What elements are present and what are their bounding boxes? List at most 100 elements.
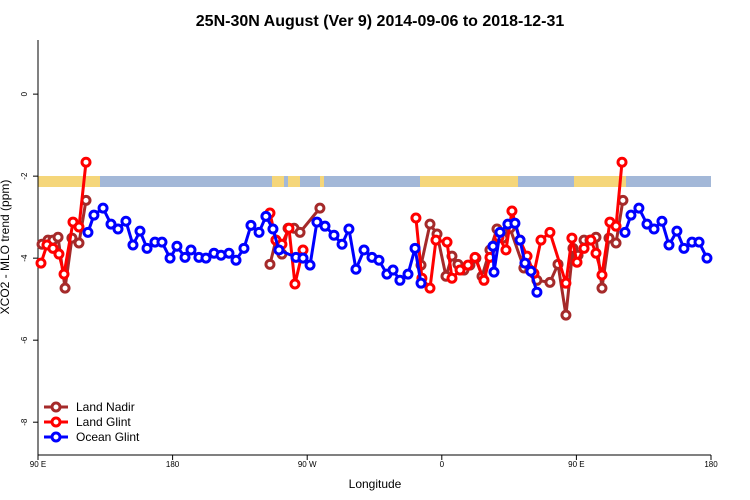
point (350, 263, 362, 275)
point (494, 226, 506, 238)
point (544, 276, 556, 288)
legend-marker (50, 431, 62, 443)
point (260, 210, 272, 222)
point (596, 269, 608, 281)
point (619, 226, 631, 238)
point (531, 286, 543, 298)
point (596, 282, 608, 294)
point (648, 223, 660, 235)
point (245, 219, 257, 231)
point (633, 202, 645, 214)
x-tick-label: 90 E (568, 460, 584, 469)
legend-label: Land Glint (76, 415, 131, 429)
point (336, 238, 348, 250)
point (693, 236, 705, 248)
point (58, 268, 70, 280)
x-tick-label: 90 W (298, 460, 317, 469)
point (678, 242, 690, 254)
point (469, 251, 481, 263)
point (616, 156, 628, 168)
point (544, 226, 556, 238)
y-axis-label: XCO2 - MLO trend (ppm) (0, 180, 12, 315)
point (304, 259, 316, 271)
point (120, 215, 132, 227)
point (179, 251, 191, 263)
point (52, 231, 64, 243)
point (253, 226, 265, 238)
point (314, 202, 326, 214)
point (127, 239, 139, 251)
y-tick-label: -2 (20, 172, 29, 180)
point (656, 215, 668, 227)
point (560, 309, 572, 321)
point (610, 220, 622, 232)
point (571, 256, 583, 268)
point (88, 209, 100, 221)
point (519, 257, 531, 269)
point (446, 272, 458, 284)
point (488, 266, 500, 278)
point (283, 222, 295, 234)
point (185, 244, 197, 256)
point (441, 236, 453, 248)
land-strip (272, 176, 284, 187)
point (343, 223, 355, 235)
point (525, 265, 537, 277)
x-tick-label: 0 (440, 460, 445, 469)
point (509, 217, 521, 229)
point (294, 226, 306, 238)
point (156, 236, 168, 248)
point (223, 247, 235, 259)
y-tick-label: 0 (20, 91, 29, 96)
point (289, 278, 301, 290)
point (514, 234, 526, 246)
legend-label: Ocean Glint (76, 430, 140, 444)
ocean-strip (38, 176, 711, 187)
point (578, 242, 590, 254)
point (311, 216, 323, 228)
point (328, 229, 340, 241)
point (73, 221, 85, 233)
point (273, 244, 285, 256)
land-strip (420, 176, 518, 187)
point (394, 274, 406, 286)
point (358, 244, 370, 256)
land-ocean-strip (38, 176, 711, 187)
point (402, 268, 414, 280)
point (462, 259, 474, 271)
point (238, 242, 250, 254)
point (97, 202, 109, 214)
point (105, 218, 117, 230)
point (112, 223, 124, 235)
point (560, 277, 572, 289)
point (73, 237, 85, 249)
point (171, 240, 183, 252)
point (478, 274, 490, 286)
point (264, 258, 276, 270)
point (506, 205, 518, 217)
point (59, 282, 71, 294)
series (82, 202, 713, 298)
point (297, 252, 309, 264)
point (230, 254, 242, 266)
point (671, 225, 683, 237)
point (535, 234, 547, 246)
y-tick-label: -8 (20, 418, 29, 426)
point (566, 232, 578, 244)
point (410, 212, 422, 224)
point (641, 218, 653, 230)
point (53, 248, 65, 260)
point (663, 239, 675, 251)
point (585, 234, 597, 246)
y-tick-label: -4 (20, 254, 29, 262)
legend-label: Land Nadir (76, 400, 135, 414)
x-tick-label: 180 (166, 460, 180, 469)
point (164, 252, 176, 264)
point (35, 257, 47, 269)
point (82, 226, 94, 238)
point (80, 156, 92, 168)
point (701, 252, 713, 264)
point (141, 242, 153, 254)
point (424, 218, 436, 230)
